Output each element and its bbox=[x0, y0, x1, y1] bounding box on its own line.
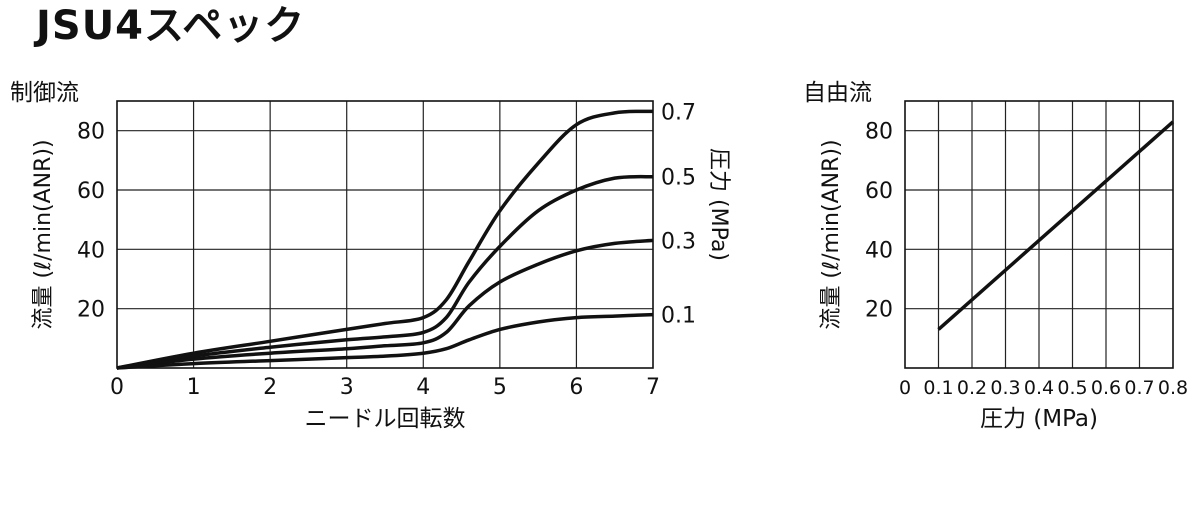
x-tick-label: 0.2 bbox=[957, 377, 987, 399]
page-title: JSU4スペック bbox=[36, 3, 306, 49]
plot-frame bbox=[904, 100, 1174, 369]
y-axis-label: 流量 (ℓ/min(ANR)) bbox=[819, 139, 844, 329]
x-tick-label: 7 bbox=[646, 375, 660, 400]
x-axis-label: 圧力 (MPa) bbox=[980, 406, 1098, 432]
y-tick-label: 20 bbox=[865, 298, 893, 323]
x-tick-label: 2 bbox=[263, 375, 277, 400]
y-tick-label: 80 bbox=[865, 120, 893, 145]
x-tick-label: 0.5 bbox=[1057, 377, 1087, 399]
series-label: 0.3 bbox=[661, 229, 696, 254]
x-tick-label: 0 bbox=[899, 377, 911, 399]
y-tick-label: 60 bbox=[865, 179, 893, 204]
y-tick-label: 40 bbox=[77, 238, 105, 263]
x-tick-label: 0 bbox=[110, 375, 124, 400]
x-tick-label: 3 bbox=[340, 375, 354, 400]
series-line bbox=[116, 174, 654, 370]
y-tick-label: 40 bbox=[865, 238, 893, 263]
x-tick-label: 0.4 bbox=[1024, 377, 1054, 399]
y-tick-label: 20 bbox=[77, 298, 105, 323]
series-label: 0.7 bbox=[661, 100, 696, 125]
x-tick-label: 0.8 bbox=[1158, 377, 1188, 399]
x-tick-label: 5 bbox=[493, 375, 507, 400]
x-tick-label: 1 bbox=[187, 375, 201, 400]
x-tick-label: 0.6 bbox=[1091, 377, 1121, 399]
x-tick-label: 0.7 bbox=[1124, 377, 1154, 399]
plot-frame bbox=[116, 100, 654, 369]
x-tick-label: 6 bbox=[569, 375, 583, 400]
x-tick-label: 0.3 bbox=[990, 377, 1020, 399]
x-tick-label: 0.1 bbox=[923, 377, 953, 399]
series-label: 0.5 bbox=[661, 166, 696, 191]
x-tick-label: 4 bbox=[416, 375, 430, 400]
series-line bbox=[116, 238, 654, 370]
y-tick-label: 80 bbox=[77, 120, 105, 145]
x-axis-label: ニードル回転数 bbox=[305, 406, 466, 432]
series-label: 0.1 bbox=[661, 304, 696, 329]
right-chart-title: 自由流 bbox=[803, 80, 872, 106]
series-line bbox=[937, 120, 1175, 331]
left-chart-title: 制御流 bbox=[10, 80, 79, 106]
series-line bbox=[116, 109, 654, 370]
y-axis-label: 流量 (ℓ/min(ANR)) bbox=[31, 139, 56, 329]
y2-axis-label: 圧力 (MPa) bbox=[706, 148, 731, 261]
y-tick-label: 60 bbox=[77, 179, 105, 204]
series-line bbox=[116, 312, 654, 370]
